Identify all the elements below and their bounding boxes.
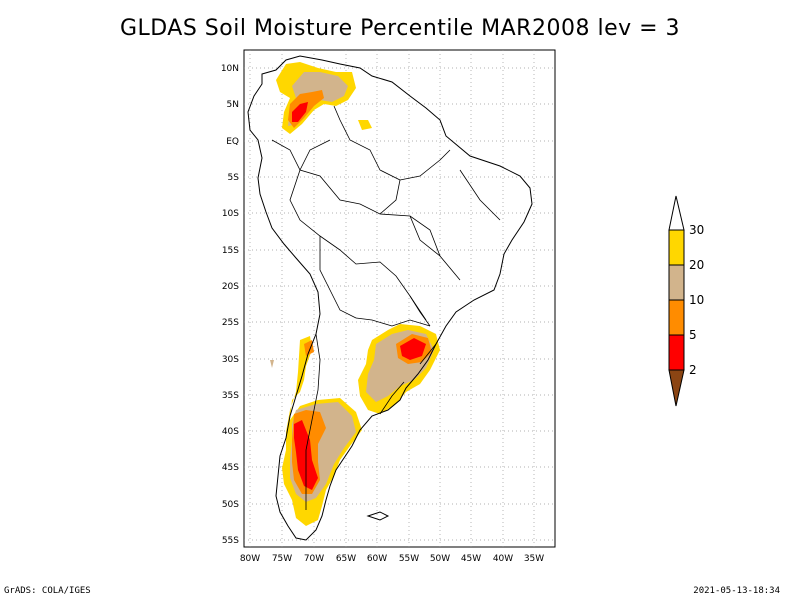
lon-label: 70W — [304, 554, 324, 564]
map-frame — [243, 49, 556, 548]
lat-label: 55S — [222, 536, 239, 546]
lat-label: 50S — [222, 500, 239, 510]
colorbar-swatch-10-20 — [668, 264, 685, 301]
colorbar-label: 2 — [689, 363, 697, 377]
lat-label: 40S — [222, 427, 239, 437]
lat-label: 10S — [222, 209, 239, 219]
colorbar-label: 20 — [689, 258, 704, 272]
lat-label: 5S — [228, 173, 240, 183]
lat-labels: 10N 5N EQ 5S 10S 15S 20S 25S 30S 35S 40S… — [221, 64, 239, 546]
percentile-shading — [270, 62, 440, 526]
lon-label: 65W — [336, 554, 356, 564]
colorbar: 30 20 10 5 2 — [668, 195, 704, 407]
country-borders — [271, 105, 501, 510]
footer-timestamp: 2021-05-13-18:34 — [693, 586, 780, 596]
lon-label: 50W — [430, 554, 450, 564]
coastline — [247, 55, 533, 541]
colorbar-swatch-2-5 — [668, 334, 685, 371]
falklands — [366, 511, 390, 521]
lon-label: 75W — [272, 554, 292, 564]
colorbar-label: 10 — [689, 293, 704, 307]
lon-labels: 80W 75W 70W 65W 60W 55W 50W 45W 40W 35W — [240, 554, 544, 564]
lat-label: 10N — [221, 64, 239, 74]
grid-lines — [244, 50, 555, 547]
lat-label: 25S — [222, 318, 239, 328]
lat-label: EQ — [226, 137, 239, 147]
lat-label: 45S — [222, 463, 239, 473]
lat-label: 20S — [222, 282, 239, 292]
lat-label: 5N — [227, 100, 239, 110]
lon-label: 45W — [461, 554, 481, 564]
colorbar-swatch-20-30 — [668, 229, 685, 266]
colorbar-label: 5 — [689, 328, 697, 342]
lon-label: 60W — [367, 554, 387, 564]
lon-label: 80W — [240, 554, 260, 564]
colorbar-label: 30 — [689, 223, 704, 237]
colorbar-swatch-5-10 — [668, 299, 685, 336]
colorbar-bottom-triangle — [668, 369, 685, 407]
map-title: GLDAS Soil Moisture Percentile MAR2008 l… — [119, 16, 681, 41]
lat-label: 35S — [222, 391, 239, 401]
lat-label: 30S — [222, 355, 239, 365]
lon-label: 35W — [524, 554, 544, 564]
lon-label: 55W — [399, 554, 419, 564]
footer-credit: GrADS: COLA/IGES — [4, 586, 91, 596]
colorbar-top-triangle — [668, 195, 685, 231]
lat-label: 15S — [222, 246, 239, 256]
lon-label: 40W — [493, 554, 513, 564]
